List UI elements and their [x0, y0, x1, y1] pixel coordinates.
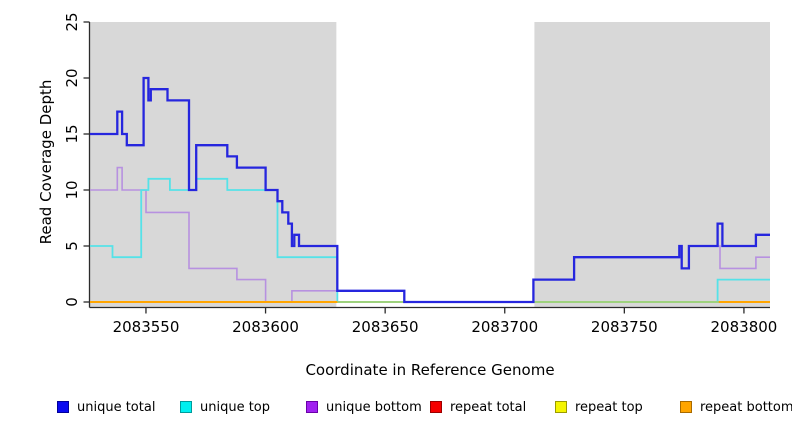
legend-swatch-icon — [57, 401, 69, 413]
y-tick-label: 5 — [63, 241, 81, 251]
legend-swatch-icon — [555, 401, 567, 413]
y-tick-label: 15 — [63, 124, 81, 143]
x-tick-label: 2083600 — [232, 318, 299, 336]
legend-label: repeat total — [450, 399, 527, 415]
x-tick-label: 2083800 — [711, 318, 778, 336]
legend-label: unique bottom — [326, 399, 422, 415]
legend-item-unique-bottom: unique bottom — [306, 399, 422, 415]
x-tick-label: 2083700 — [471, 318, 538, 336]
y-axis-title: Read Coverage Depth — [37, 79, 55, 245]
x-tick-label: 2083650 — [352, 318, 419, 336]
legend-swatch-icon — [430, 401, 442, 413]
x-axis-title: Coordinate in Reference Genome — [305, 361, 555, 379]
y-tick-label: 0 — [63, 297, 81, 307]
legend-swatch-icon — [680, 401, 692, 413]
legend-item-repeat-bottom: repeat bottom — [680, 399, 792, 415]
legend-item-unique-top: unique top — [180, 399, 270, 415]
masked-region — [90, 22, 337, 308]
legend-label: unique total — [77, 399, 156, 415]
legend-item-repeat-top: repeat top — [555, 399, 643, 415]
legend-label: unique top — [200, 399, 271, 415]
x-tick-label: 2083750 — [591, 318, 658, 336]
x-tick-label: 2083550 — [113, 318, 180, 336]
legend-swatch-icon — [180, 401, 192, 413]
y-tick-label: 10 — [63, 180, 81, 199]
series-line-unique-total — [90, 76, 770, 304]
legend-item-unique-total: unique total — [57, 399, 155, 415]
masked-region — [534, 22, 770, 308]
y-tick-label: 20 — [63, 68, 81, 87]
legend-item-repeat-total: repeat total — [430, 399, 526, 415]
legend-label: repeat bottom — [700, 399, 792, 415]
legend-label: repeat top — [575, 399, 643, 415]
axis-lines — [88, 22, 770, 309]
y-tick-label: 25 — [63, 12, 81, 31]
legend: unique total unique top unique bottom repea… — [0, 398, 792, 418]
legend-swatch-icon — [306, 401, 318, 413]
